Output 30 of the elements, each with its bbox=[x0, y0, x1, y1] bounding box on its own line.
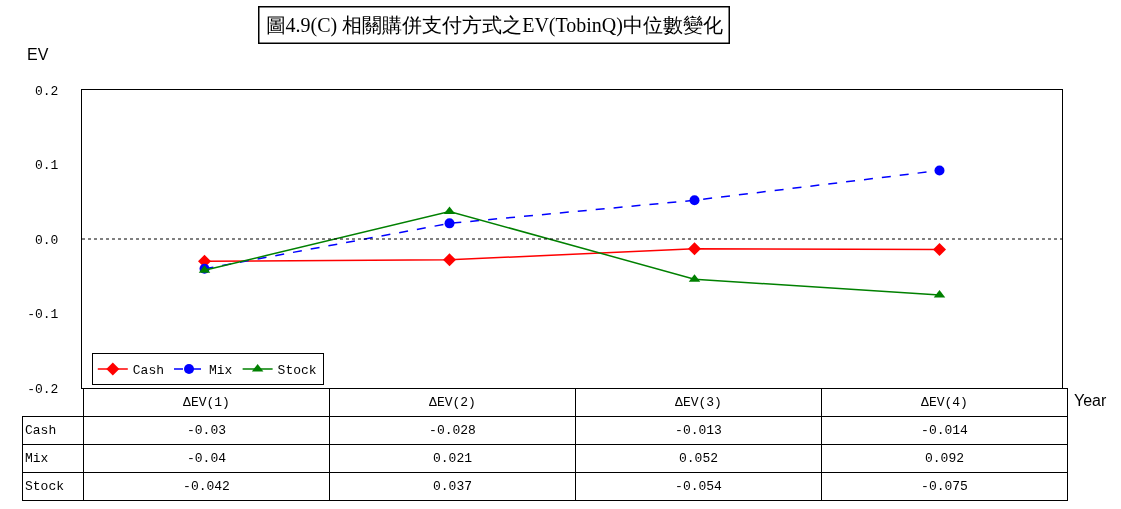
data-label: 0.092 bbox=[821, 444, 1068, 473]
x-tick-label: ΔEV(1) bbox=[83, 388, 330, 417]
y-tick-label: -0.1 bbox=[27, 307, 59, 323]
y-tick-label: 0.2 bbox=[34, 83, 59, 99]
y-tick-label: 0.1 bbox=[34, 158, 59, 174]
data-label: -0.04 bbox=[83, 444, 330, 473]
x-tick-label: ΔEV(2) bbox=[329, 388, 576, 417]
legend-label: Stock bbox=[277, 363, 317, 379]
y-tick-label: 0.0 bbox=[34, 232, 59, 248]
text: Mix bbox=[25, 451, 49, 466]
x-tick-label: ΔEV(4) bbox=[821, 388, 1068, 417]
y-tick-label: -0.2 bbox=[27, 381, 59, 397]
text: Stock bbox=[25, 479, 65, 494]
data-label: -0.054 bbox=[575, 472, 822, 501]
chart-title: 圖4.9(C) 相關購併支付方式之EV(TobinQ)中位數變化 bbox=[265, 13, 723, 37]
data-label: -0.075 bbox=[821, 472, 1068, 501]
y-axis-title: EV bbox=[27, 46, 49, 63]
x-tick-label: ΔEV(3) bbox=[575, 388, 822, 417]
data-label: -0.042 bbox=[83, 472, 330, 501]
data-label: 0.037 bbox=[329, 472, 576, 501]
data-label: -0.013 bbox=[575, 416, 822, 445]
data-label: -0.014 bbox=[821, 416, 1068, 445]
data-label: -0.03 bbox=[83, 416, 330, 445]
data-label: 0.021 bbox=[329, 444, 576, 473]
legend-label: Mix bbox=[209, 363, 233, 379]
legend-label: Cash bbox=[132, 363, 165, 379]
data-label: 0.052 bbox=[575, 444, 822, 473]
x-axis-title: Year bbox=[1074, 392, 1107, 409]
text: Cash bbox=[25, 423, 57, 438]
data-label: -0.028 bbox=[329, 416, 576, 445]
